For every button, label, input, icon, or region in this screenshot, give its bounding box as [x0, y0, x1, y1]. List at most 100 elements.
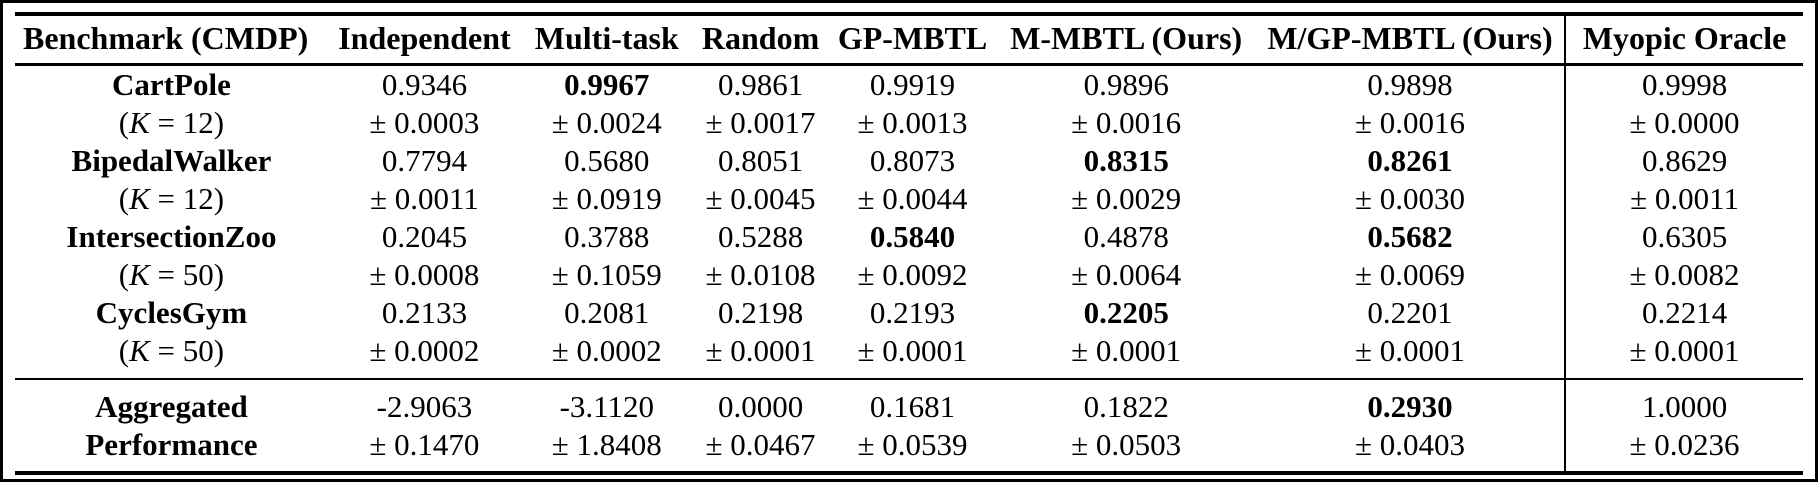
value-cell: 0.2193: [869, 294, 956, 330]
col-header-random: Random: [692, 12, 829, 66]
error-cell: ± 0.0017: [705, 104, 816, 140]
error-cell: ± 0.0045: [705, 180, 816, 216]
k-label-open-paren: (: [118, 104, 130, 140]
error-cell: ± 0.0011: [1564, 179, 1803, 218]
benchmark-name: IntersectionZoo: [66, 218, 277, 254]
benchmark-k-label: (K = 12): [15, 180, 328, 218]
value-cell: 0.2198: [717, 294, 804, 330]
error-row: (K = 12) ± 0.0003 ± 0.0024 ± 0.0017 ± 0.0013…: [15, 103, 1803, 142]
aggregated-error-cell: ± 0.0539: [828, 425, 997, 475]
error-cell: ± 0.0016: [1354, 104, 1465, 140]
error-cell: ± 0.0024: [551, 104, 662, 140]
value-cell: 0.5840: [869, 218, 956, 254]
aggregated-error-cell: ± 0.1470: [327, 425, 521, 475]
benchmark-k-label: (K = 50): [15, 256, 328, 294]
col-header-multi-task: Multi-task: [520, 12, 693, 66]
error-cell: ± 0.0001: [1564, 331, 1803, 379]
error-cell: ± 0.0001: [705, 332, 816, 368]
error-row: (K = 12) ± 0.0011 ± 0.0919 ± 0.0045 ± 0.0044…: [15, 179, 1803, 218]
error-cell: ± 0.0064: [1071, 256, 1182, 292]
aggregated-label-line1: Aggregated: [15, 377, 328, 426]
error-cell: ± 0.0044: [857, 180, 968, 216]
aggregated-error-cell: ± 0.0403: [1255, 425, 1566, 475]
value-row: CartPole 0.9346 0.9967 0.9861 0.9919 0.9896 0.…: [15, 64, 1803, 104]
value-cell: 0.2133: [381, 294, 468, 330]
aggregated-error-cell: ± 0.0503: [996, 425, 1256, 475]
k-label-variable: K: [129, 256, 150, 292]
value-cell: 0.7794: [381, 142, 468, 178]
value-cell: 0.8051: [717, 142, 804, 178]
aggregated-label-line2: Performance: [15, 425, 328, 475]
error-cell: ± 0.0001: [1071, 332, 1182, 368]
error-cell: ± 0.0919: [551, 180, 662, 216]
value-cell: 0.8315: [1083, 142, 1169, 178]
value-cell: 0.9919: [869, 67, 956, 102]
value-cell: 0.5288: [717, 218, 804, 254]
value-cell: 0.3788: [564, 218, 650, 254]
value-cell: 0.5682: [1367, 218, 1453, 254]
k-label-variable: K: [129, 180, 150, 216]
benchmark-name: CyclesGym: [95, 294, 248, 330]
col-header-gp-mbtl: GP-MBTL: [828, 12, 997, 66]
error-cell: ± 0.0002: [551, 332, 662, 368]
k-label-open-paren: (: [118, 256, 130, 292]
value-cell: 0.2214: [1564, 293, 1803, 332]
table-body: CartPole 0.9346 0.9967 0.9861 0.9919 0.9896 0.…: [15, 64, 1803, 475]
k-label-value: = 50): [149, 332, 225, 368]
header-row: Benchmark (CMDP) Independent Multi-task Ran…: [15, 12, 1803, 66]
value-cell: 0.2205: [1083, 294, 1169, 330]
error-cell: ± 0.0000: [1564, 103, 1803, 142]
col-header-independent: Independent: [327, 12, 521, 66]
aggregated-error-row: Performance ± 0.1470 ± 1.8408 ± 0.0467 ± 0.0…: [15, 425, 1803, 475]
value-cell: 0.8629: [1564, 141, 1803, 180]
aggregated-value-cell: 0.0000: [692, 377, 829, 426]
error-cell: ± 0.0108: [705, 256, 816, 292]
error-cell: ± 0.0008: [369, 256, 480, 292]
col-header-m-mbtl-ours: M-MBTL (Ours): [996, 12, 1256, 66]
aggregated-value-cell: 0.2930: [1255, 377, 1566, 426]
benchmark-k-label: (K = 50): [15, 332, 328, 379]
value-cell: 0.9967: [564, 67, 650, 102]
value-cell: 0.9998: [1564, 64, 1803, 104]
error-cell: ± 0.0030: [1354, 180, 1465, 216]
value-cell: 0.2081: [564, 294, 650, 330]
error-row: (K = 50) ± 0.0002 ± 0.0002 ± 0.0001 ± 0.0001…: [15, 331, 1803, 379]
aggregated-value-cell: -2.9063: [327, 377, 521, 426]
error-cell: ± 0.0092: [857, 256, 968, 292]
benchmark-results-table: Benchmark (CMDP) Independent Multi-task Ran…: [15, 12, 1803, 475]
value-cell: 0.9861: [717, 67, 804, 102]
error-cell: ± 0.1059: [551, 256, 662, 292]
error-row: (K = 50) ± 0.0008 ± 0.1059 ± 0.0108 ± 0.0092…: [15, 255, 1803, 294]
error-cell: ± 0.0011: [370, 180, 479, 216]
k-label-value: = 12): [149, 104, 225, 140]
col-header-myopic-oracle: Myopic Oracle: [1564, 12, 1803, 66]
k-label-open-paren: (: [118, 332, 130, 368]
aggregated-error-cell: ± 1.8408: [520, 425, 693, 475]
aggregated-error-cell: ± 0.0467: [692, 425, 829, 475]
value-row: CyclesGym 0.2133 0.2081 0.2198 0.2193 0.2205 0…: [15, 293, 1803, 332]
col-header-m-gp-mbtl-ours: M/GP-MBTL (Ours): [1255, 12, 1566, 66]
error-cell: ± 0.0069: [1354, 256, 1465, 292]
value-cell: 0.4878: [1083, 218, 1169, 254]
value-cell: 0.8261: [1367, 142, 1453, 178]
aggregated-value-cell: -3.1120: [520, 377, 693, 426]
value-cell: 0.9898: [1367, 67, 1453, 102]
value-cell: 0.8073: [869, 142, 956, 178]
value-cell: 0.5680: [564, 142, 650, 178]
k-label-value: = 12): [149, 180, 225, 216]
benchmark-name: CartPole: [112, 67, 231, 102]
aggregated-value-row: Aggregated -2.9063 -3.1120 0.0000 0.1681 0.18…: [15, 377, 1803, 426]
k-label-open-paren: (: [118, 180, 130, 216]
error-cell: ± 0.0016: [1071, 104, 1182, 140]
error-cell: ± 0.0029: [1071, 180, 1182, 216]
value-cell: 0.2201: [1367, 294, 1453, 330]
col-header-benchmark-cmdp: Benchmark (CMDP): [15, 12, 328, 66]
error-cell: ± 0.0013: [857, 104, 968, 140]
aggregated-value-cell: 1.0000: [1564, 377, 1803, 426]
aggregated-value-cell: 0.1681: [828, 377, 997, 426]
value-cell: 0.2045: [381, 218, 468, 254]
error-cell: ± 0.0003: [369, 104, 480, 140]
benchmark-name: BipedalWalker: [71, 142, 272, 178]
